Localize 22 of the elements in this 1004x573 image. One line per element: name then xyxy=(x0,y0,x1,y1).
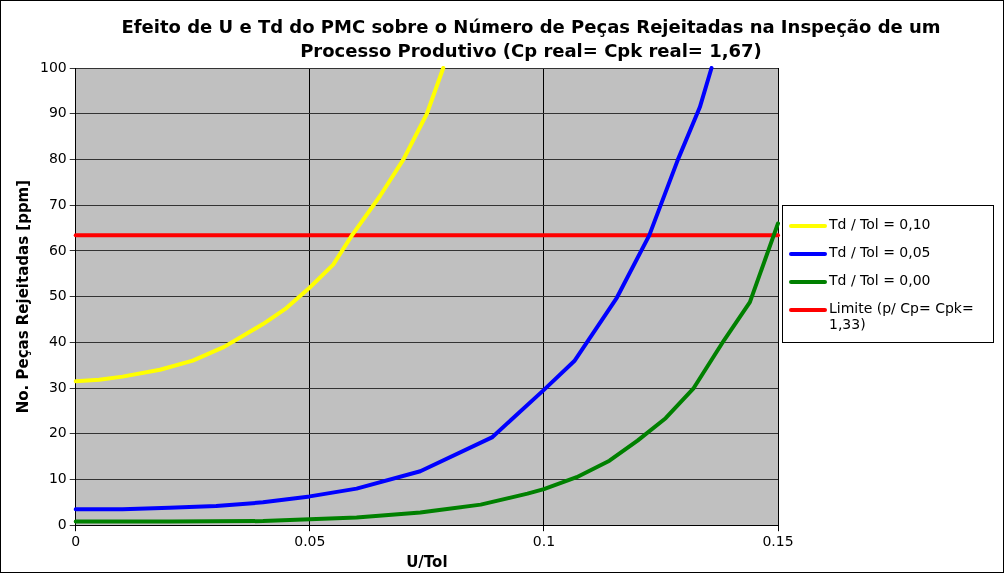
y-tick-label: 40 xyxy=(48,332,67,349)
y-tick-label: 80 xyxy=(48,150,67,167)
y-tick-label: 0 xyxy=(57,515,67,532)
y-tick-label: 20 xyxy=(48,424,67,441)
x-tick-label: 0 xyxy=(71,533,81,550)
x-tick-label: 0.15 xyxy=(762,533,794,550)
y-tick-label: 70 xyxy=(48,195,67,212)
x-axis-title: U/Tol xyxy=(406,552,448,571)
y-tick-label: 100 xyxy=(39,58,67,75)
y-axis-title: No. Peças Rejeitadas [ppm] xyxy=(13,179,32,414)
x-tick-label: 0.05 xyxy=(294,533,326,550)
legend-label: Limite (p/ Cp= Cpk= 1,33) xyxy=(829,300,975,332)
x-tick-label: 0.1 xyxy=(532,533,556,550)
y-tick-label: 60 xyxy=(48,241,67,258)
legend-label: Td / Tol = 0,10 xyxy=(829,216,932,232)
y-tick-label: 50 xyxy=(48,287,67,304)
y-tick-label: 90 xyxy=(48,104,67,121)
y-tick-label: 10 xyxy=(48,470,67,487)
legend-label: Td / Tol = 0,05 xyxy=(829,244,932,260)
y-tick-label: 30 xyxy=(48,378,67,395)
chart-title: Efeito de U e Td do PMC sobre o Número de Peças Rejeitadas na Inspeção de um Processo Produtivo (Cp real= Cpk real= 1,67) xyxy=(120,15,942,63)
legend-label: Td / Tol = 0,00 xyxy=(829,272,932,288)
